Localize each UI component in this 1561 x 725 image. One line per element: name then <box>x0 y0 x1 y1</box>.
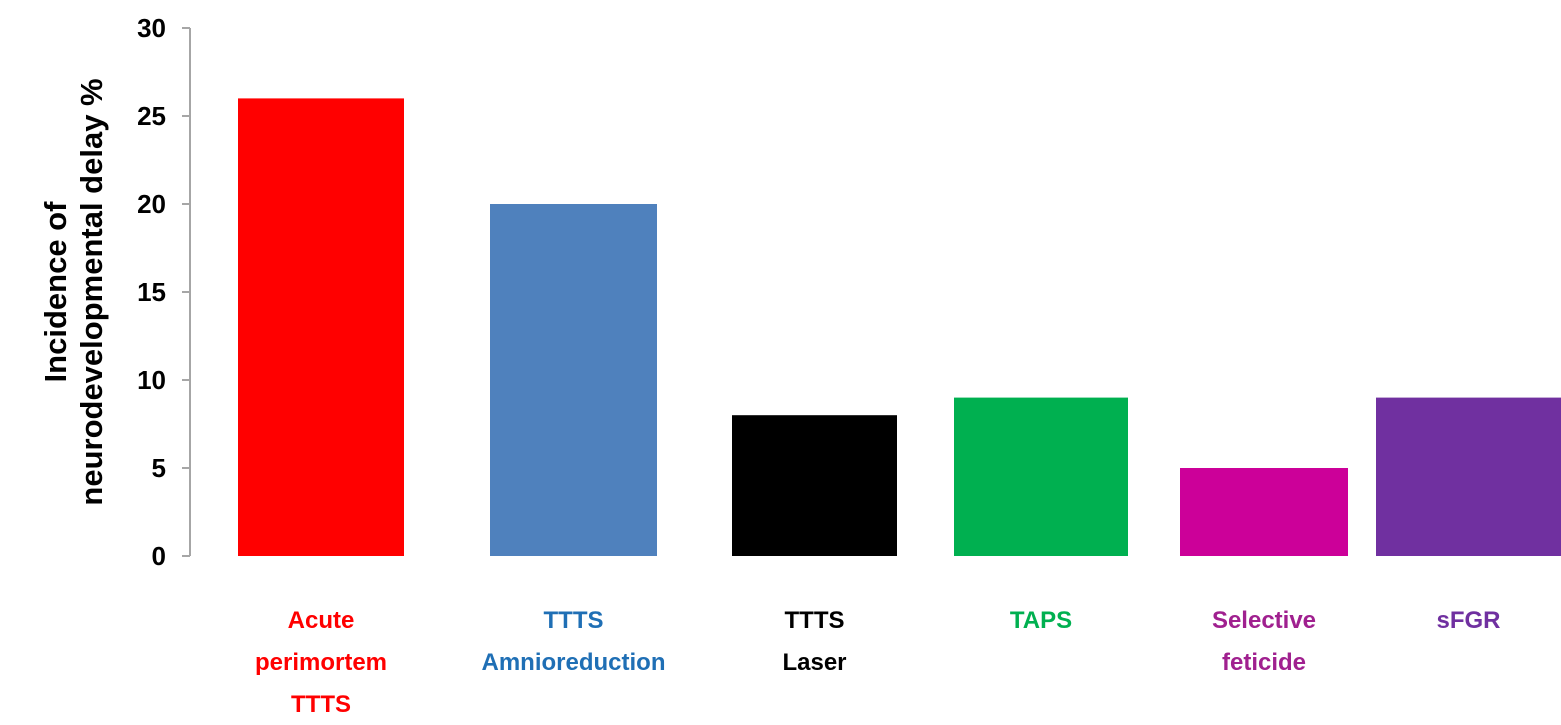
bar <box>732 415 897 556</box>
x-category-label: sFGR <box>1436 607 1500 634</box>
y-axis-label: Incidence ofneurodevelopmental delay % <box>38 78 109 505</box>
bar <box>238 98 404 557</box>
y-tick-label: 20 <box>137 189 166 219</box>
y-tick-label: 25 <box>137 101 166 131</box>
y-axis-label-line: Incidence of <box>38 201 73 383</box>
x-category-label: Acute <box>288 607 355 634</box>
x-category-label: perimortem <box>255 649 387 676</box>
bar <box>490 204 657 556</box>
x-category-label: Laser <box>782 649 846 676</box>
y-tick-label: 0 <box>152 541 166 571</box>
y-tick-label: 5 <box>152 453 166 483</box>
x-category-label: Selective <box>1212 607 1316 634</box>
y-axis-label-line: neurodevelopmental delay % <box>74 78 109 505</box>
bar <box>1180 468 1348 556</box>
x-category-label: feticide <box>1222 649 1306 676</box>
x-category-label: TTTS <box>544 607 604 634</box>
x-category-label: TTTS <box>291 691 351 718</box>
x-category-label: Amnioreduction <box>482 649 666 676</box>
bar <box>954 397 1128 556</box>
x-category-label: TAPS <box>1010 607 1072 634</box>
y-tick-label: 10 <box>137 365 166 395</box>
y-tick-label: 15 <box>137 277 166 307</box>
bars <box>238 98 1561 557</box>
x-axis-labels: Acute perimortem TTTS TTTS Amnioreduction TTT… <box>255 607 1501 718</box>
y-axis: 0 5 10 15 20 25 30 <box>137 13 191 571</box>
y-tick-label: 30 <box>137 13 166 43</box>
x-category-label: TTTS <box>785 607 845 634</box>
bar <box>1376 397 1561 556</box>
